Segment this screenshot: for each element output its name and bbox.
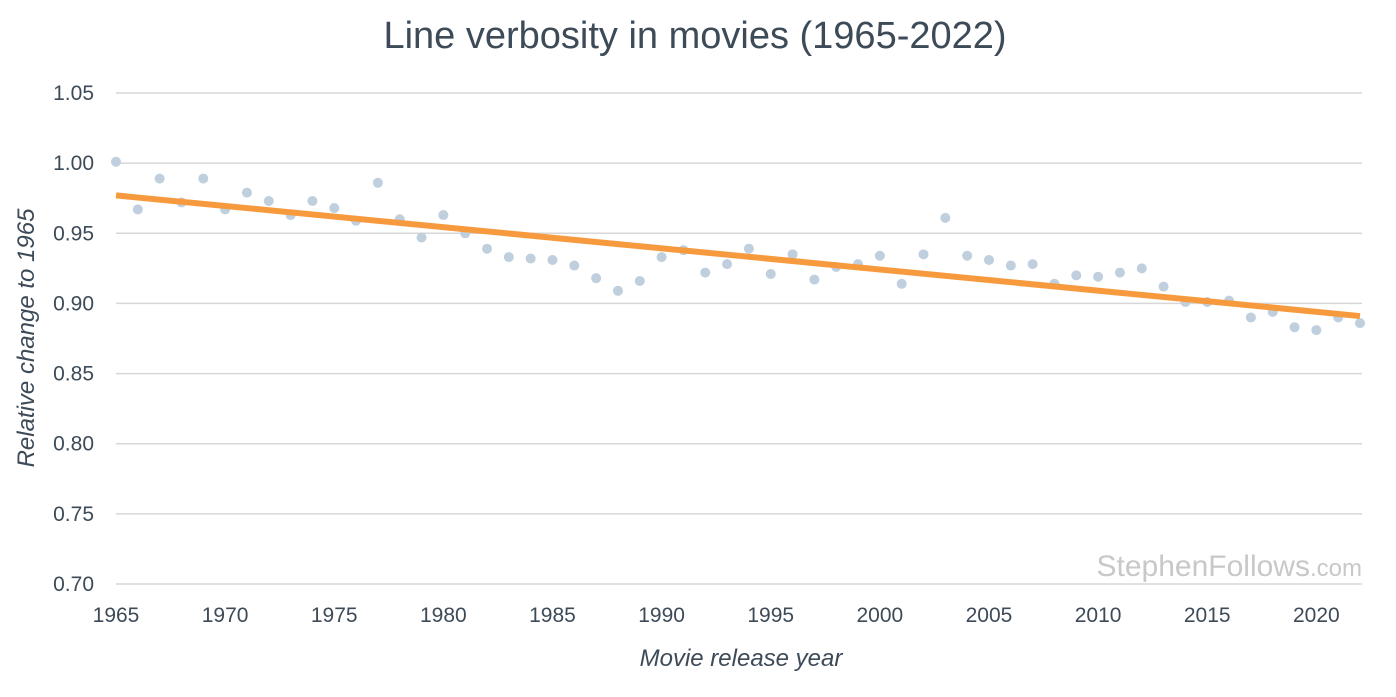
y-tick-label: 0.95 [53, 222, 94, 245]
x-tick-label: 2005 [966, 604, 1013, 627]
grid-lines [116, 92, 1362, 585]
scatter-point [722, 259, 733, 270]
scatter-point [198, 173, 209, 184]
x-tick-label: 2020 [1293, 604, 1340, 627]
scatter-point [111, 156, 121, 167]
scatter-point [1005, 260, 1016, 271]
x-tick-label: 1990 [638, 604, 685, 627]
scatter-point [1136, 263, 1147, 274]
scatter-point [307, 196, 318, 207]
x-tick-label: 1995 [747, 604, 794, 627]
x-tick-label: 1985 [529, 604, 576, 627]
scatter-point [503, 252, 514, 263]
scatter-point [700, 267, 711, 278]
scatter-point [612, 285, 623, 296]
y-tick-label: 1.05 [53, 82, 94, 105]
scatter-point [940, 212, 951, 223]
x-tick-label: 2015 [1184, 604, 1231, 627]
scatter-point [1289, 322, 1300, 333]
scatter-points [111, 156, 1365, 336]
scatter-point [743, 243, 754, 254]
scatter-point [416, 232, 427, 243]
scatter-point [1311, 325, 1322, 336]
x-tick-label: 1970 [202, 604, 249, 627]
scatter-point [1093, 271, 1104, 282]
scatter-point [1114, 267, 1125, 278]
y-axis-title: Relative change to 1965 [13, 208, 40, 468]
y-tick-label: 1.00 [53, 152, 94, 175]
scatter-point [765, 268, 776, 279]
scatter-point [438, 210, 449, 221]
scatter-point [809, 274, 820, 285]
scatter-point [1158, 281, 1169, 292]
scatter-point [241, 187, 252, 198]
scatter-point [962, 250, 973, 261]
scatter-point [896, 278, 907, 289]
scatter-point [1027, 259, 1038, 270]
x-tick-label: 1980 [420, 604, 467, 627]
scatter-point [1355, 318, 1365, 329]
watermark: StephenFollows.com [1097, 550, 1362, 583]
y-tick-label: 0.80 [53, 433, 94, 456]
y-tick-label: 0.75 [53, 503, 94, 526]
chart-title: Line verbosity in movies (1965-2022) [383, 15, 1006, 57]
scatter-point [918, 249, 929, 260]
scatter-point [656, 252, 667, 263]
scatter-point [634, 275, 645, 286]
scatter-point [1245, 312, 1256, 323]
x-tick-label: 1975 [311, 604, 358, 627]
y-tick-label: 0.90 [53, 292, 94, 315]
x-tick-label: 2010 [1075, 604, 1122, 627]
x-tick-label: 1965 [93, 604, 140, 627]
scatter-point [787, 249, 798, 260]
scatter-point [983, 254, 994, 265]
scatter-point [132, 204, 143, 215]
y-tick-label: 0.70 [53, 573, 94, 596]
scatter-point [372, 177, 383, 188]
x-axis-title: Movie release year [640, 645, 844, 672]
x-tick-label: 2000 [857, 604, 904, 627]
scatter-point [547, 254, 558, 265]
scatter-point [525, 253, 536, 264]
y-tick-label: 0.85 [53, 363, 94, 386]
scatter-point [329, 203, 340, 214]
y-axis-ticks: 1.05 1.00 0.95 0.90 0.85 0.80 0.75 0.70 [53, 82, 94, 596]
scatter-point [874, 250, 885, 261]
scatter-point [1071, 270, 1082, 281]
watermark-main: StephenFollows [1097, 550, 1310, 583]
scatter-point [569, 260, 580, 271]
scatter-point [591, 273, 602, 284]
x-axis-ticks: 1965 1970 1975 1980 1985 1990 1995 2000 2005 2010… [93, 604, 1340, 627]
scatter-point [154, 173, 165, 184]
scatter-point [482, 243, 493, 254]
trend-line [115, 192, 1361, 320]
watermark-suffix: .com [1310, 555, 1362, 582]
scatter-point [263, 196, 274, 207]
